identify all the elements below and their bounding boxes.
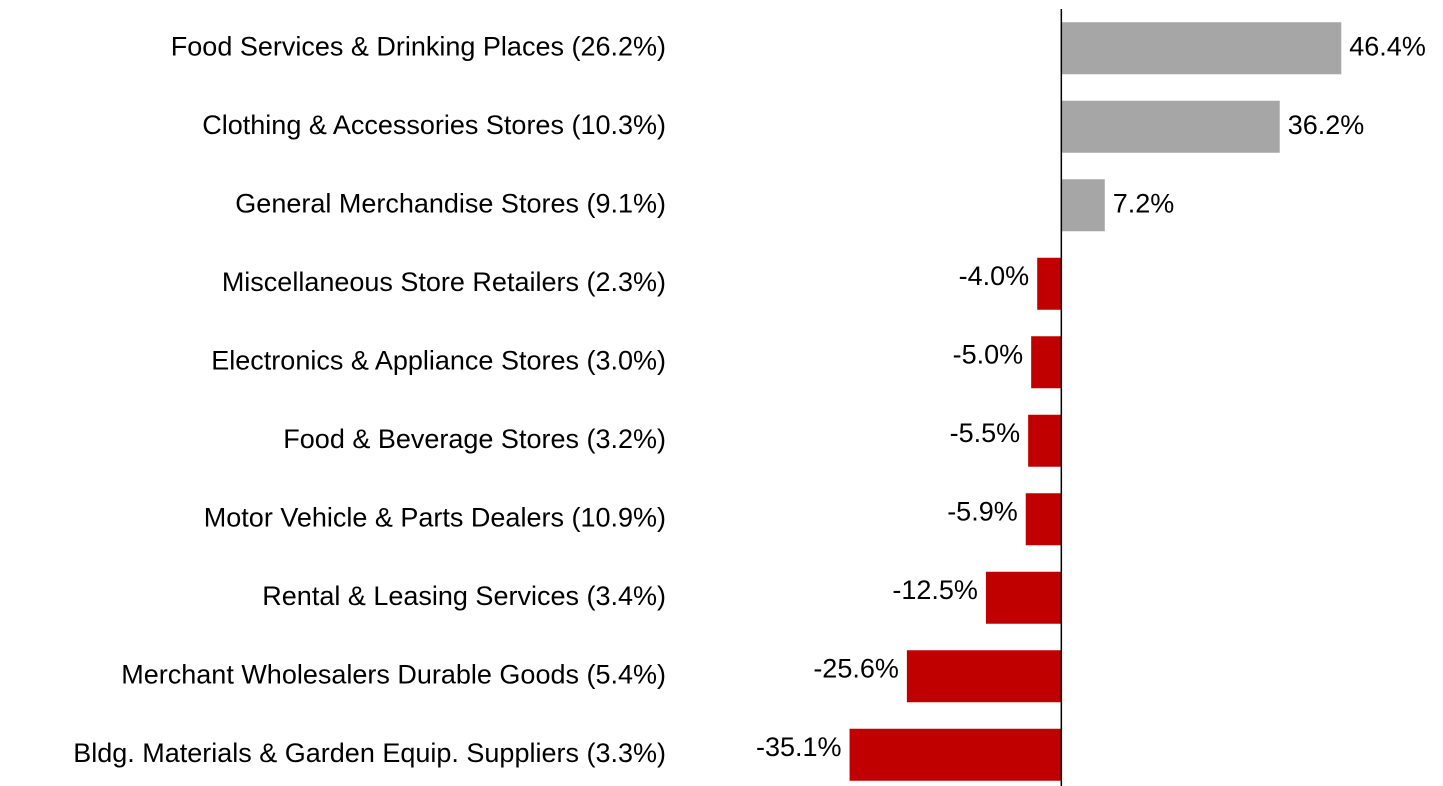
value-label: 46.4%: [1349, 31, 1426, 61]
category-label: Merchant Wholesalers Durable Goods (5.4%…: [121, 659, 666, 689]
category-label: Miscellaneous Store Retailers (2.3%): [222, 267, 666, 297]
category-label: Food Services & Drinking Places (26.2%): [171, 31, 666, 61]
value-label: -12.5%: [892, 575, 978, 605]
bar: [1037, 257, 1062, 310]
bar: [849, 728, 1062, 781]
bar: [1028, 414, 1062, 467]
category-label: Food & Beverage Stores (3.2%): [283, 424, 666, 454]
bar: [906, 650, 1062, 703]
bar: [985, 571, 1062, 624]
category-label: Motor Vehicle & Parts Dealers (10.9%): [204, 502, 666, 532]
category-label: General Merchandise Stores (9.1%): [235, 188, 666, 218]
category-label: Rental & Leasing Services (3.4%): [262, 581, 666, 611]
bar: [1025, 493, 1062, 546]
value-label: -5.0%: [953, 339, 1024, 369]
category-label: Electronics & Appliance Stores (3.0%): [211, 345, 666, 375]
value-label: -35.1%: [756, 732, 842, 762]
bar: [1061, 100, 1280, 153]
bar: [1061, 22, 1342, 75]
value-label: 36.2%: [1288, 110, 1365, 140]
value-label: -4.0%: [959, 261, 1030, 291]
bar: [1061, 179, 1105, 232]
bar: [1031, 336, 1062, 389]
value-label: -25.6%: [813, 653, 899, 683]
value-label: -5.9%: [947, 496, 1018, 526]
value-label: 7.2%: [1113, 188, 1175, 218]
category-label: Clothing & Accessories Stores (10.3%): [202, 110, 666, 140]
value-label: -5.5%: [950, 418, 1021, 448]
category-label: Bldg. Materials & Garden Equip. Supplier…: [73, 738, 666, 768]
